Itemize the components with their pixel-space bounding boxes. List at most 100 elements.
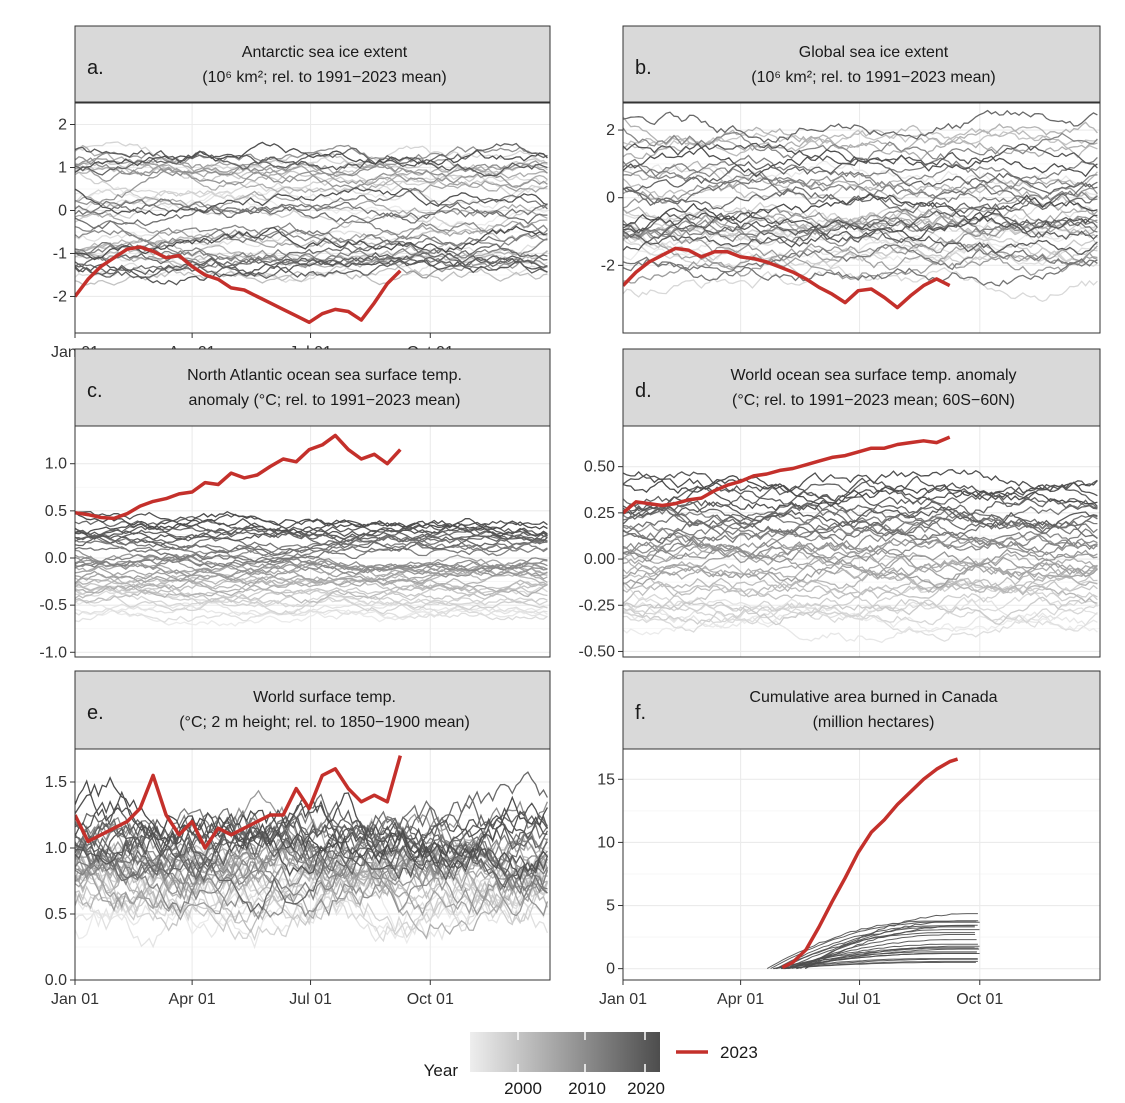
year-trace: [75, 146, 548, 177]
background-series: [75, 771, 549, 950]
year-trace: [75, 250, 548, 286]
panel-letter: a.: [87, 57, 104, 79]
panel-subtitle: anomaly (°C; rel. to 1991−2023 mean): [189, 392, 461, 409]
year-trace: [75, 813, 548, 913]
y-tick-label: 0.00: [584, 551, 615, 568]
x-tick-label: Jan 01: [51, 991, 99, 1008]
year-trace: [75, 201, 548, 230]
y-tick-label: 0.5: [45, 906, 67, 923]
y-tick-label: 0.0: [45, 550, 67, 567]
year-trace: [75, 168, 548, 206]
y-tick-label: 2: [606, 122, 615, 139]
year-trace: [623, 546, 1098, 581]
x-tick-label: Jul 01: [838, 991, 881, 1008]
y-tick-label: 1.0: [45, 840, 67, 857]
year-trace: [75, 538, 548, 563]
y-tick-label: -0.5: [39, 597, 67, 614]
panel-title: World ocean sea surface temp. anomaly: [730, 367, 1016, 384]
year-trace: [785, 929, 980, 970]
year-trace: [75, 556, 548, 579]
x-tick-label: Jan 01: [599, 991, 647, 1008]
gridlines: [622, 749, 1100, 980]
year-trace: [623, 227, 1098, 255]
background-series: [623, 109, 1098, 302]
year-trace: [75, 220, 548, 248]
plot-frame: [74, 748, 551, 981]
year-trace: [781, 926, 975, 970]
year-trace: [623, 235, 1098, 277]
y-tick-label: 0.25: [584, 505, 615, 522]
year-trace: [805, 913, 978, 970]
legend-title: Year: [424, 1061, 459, 1080]
panel-4: d. World ocean sea surface temp. anomaly (…: [579, 348, 1101, 660]
year-trace: [75, 776, 548, 864]
y-tick-label: 1: [58, 159, 67, 176]
y-tick-label: 5: [606, 898, 615, 915]
year-trace: [75, 606, 548, 623]
series-line-2023: [75, 245, 402, 325]
year-trace: [75, 255, 548, 280]
plot-frame: [622, 102, 1101, 334]
panel-title: Cumulative area burned in Canada: [749, 689, 997, 706]
x-tick-label: Apr 01: [717, 991, 764, 1008]
year-trace: [75, 583, 548, 604]
year-trace: [75, 212, 548, 250]
panel-5: e. World surface temp. (°C; 2 m height; re…: [45, 670, 551, 1008]
year-trace: [75, 549, 548, 571]
year-trace: [766, 920, 977, 970]
year-bar-label-2010: 2010: [568, 1079, 606, 1098]
panel-3: c. North Atlantic ocean sea surface temp.…: [39, 348, 551, 661]
panel-title: World surface temp.: [253, 689, 396, 706]
year-trace: [623, 177, 1098, 214]
year-trace: [75, 800, 548, 877]
year-trace: [623, 536, 1098, 565]
year-trace: [623, 498, 1098, 539]
year-trace: [75, 594, 548, 615]
y-tick-label: 2: [58, 116, 67, 133]
year-trace: [623, 160, 1098, 200]
y-tick-label: 15: [597, 771, 615, 788]
series-line-2023: [623, 435, 951, 515]
background-series: [623, 469, 1098, 644]
y-tick-label: -2: [601, 257, 615, 274]
background-series: [75, 510, 548, 627]
year-trace: [623, 224, 1098, 266]
background-series: [75, 141, 548, 286]
year-trace: [623, 158, 1098, 206]
year-trace: [75, 585, 548, 608]
y-tick-label: -1.0: [39, 644, 67, 661]
panel-letter: c.: [87, 380, 103, 402]
year-trace: [75, 142, 548, 176]
y-tick-label: 1.0: [45, 456, 67, 473]
panel-2: b. Global sea ice extent (10⁶ km²; rel. to…: [601, 25, 1101, 334]
year-trace: [623, 523, 1098, 563]
year-trace: [75, 559, 548, 586]
year-trace: [75, 807, 548, 892]
y-tick-label: 0.5: [45, 503, 67, 520]
year-trace: [623, 109, 1098, 144]
year-trace: [784, 943, 978, 970]
year-trace: [623, 127, 1098, 163]
year-trace: [75, 258, 548, 286]
year-bar-label-2000: 2000: [504, 1079, 542, 1098]
year-trace: [75, 523, 548, 543]
year-trace: [75, 572, 548, 598]
year-trace: [75, 799, 548, 865]
year-trace: [75, 158, 548, 185]
year-trace: [623, 511, 1098, 541]
series-line-2023: [75, 433, 402, 521]
year-trace: [75, 535, 548, 558]
year-trace: [784, 958, 978, 970]
year-trace: [623, 154, 1098, 190]
year-color-bar: [470, 1032, 660, 1072]
y-tick-label: 0.0: [45, 972, 67, 989]
panel-title: Antarctic sea ice extent: [242, 44, 408, 61]
year-trace: [623, 541, 1098, 568]
plot-frame: [74, 425, 551, 658]
background-series: [766, 913, 980, 970]
year-trace: [75, 515, 548, 551]
series-line-2023: [75, 755, 402, 850]
year-trace: [75, 198, 548, 220]
